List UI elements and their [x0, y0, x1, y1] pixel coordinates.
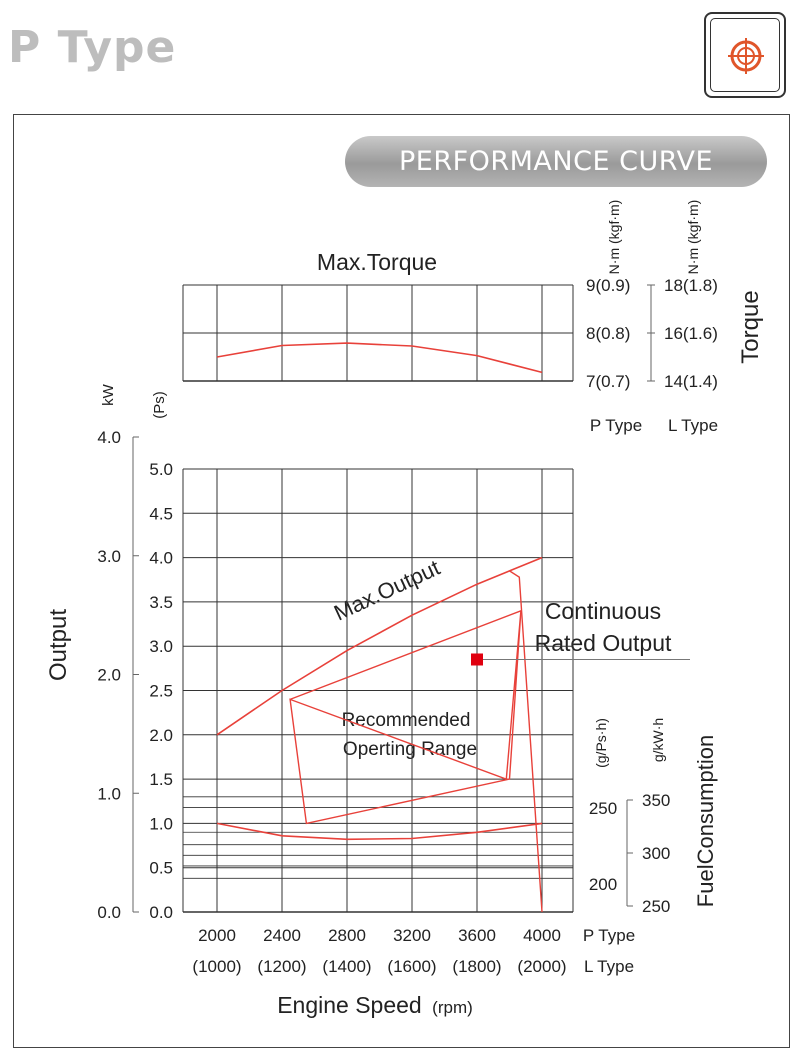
kw-tick-label: 0.0 — [97, 903, 121, 922]
recommended-label-line2: Operting Range — [343, 739, 477, 760]
torque-unit-p-text: N·m (kgf·m) — [606, 200, 622, 275]
chart-frame — [13, 114, 790, 1048]
fuel-tick-label-kw: 350 — [642, 791, 670, 810]
torque-unit-p: N·m (kgf·m) — [606, 200, 622, 275]
ps-tick-label: 2.5 — [149, 682, 173, 701]
ps-tick-label: 1.0 — [149, 814, 173, 833]
output-axis-label: Output — [45, 609, 72, 681]
x-tick-label-l: (2000) — [517, 957, 566, 976]
ps-tick-label: 3.0 — [149, 637, 173, 656]
continuous-label-line2: Rated Output — [535, 630, 672, 656]
x-tick-label-p: 2400 — [263, 926, 301, 945]
torque-unit-l: N·m (kgf·m) — [685, 200, 701, 275]
torque-axis-label: Torque — [737, 290, 764, 363]
chart-title: Max.Torque — [317, 249, 437, 275]
kw-tick-label: 3.0 — [97, 547, 121, 566]
ps-unit-label: (Ps) — [151, 391, 168, 419]
x-tick-label-l: (1400) — [322, 957, 371, 976]
chart-marks: 5.0 4.5 4.0 3.5 3.0 2.5 2.0 1.5 1.0 0.5 0.0 4.0 3.0 2… — [97, 276, 718, 976]
x-series-l-label: L Type — [584, 957, 634, 976]
x-tick-label-l: (1600) — [387, 957, 436, 976]
torque-tick-label-p: 8(0.8) — [586, 324, 630, 343]
fuel-unit-kw: g/kW·h — [650, 718, 666, 762]
fuel-tick-label-ps: 250 — [589, 799, 617, 818]
x-tick-label-p: 4000 — [523, 926, 561, 945]
kw-tick-label: 2.0 — [97, 666, 121, 685]
torque-tick-label-l: 18(1.8) — [664, 276, 718, 295]
torque-series-p: P Type — [590, 416, 642, 435]
x-tick-label-p: 2000 — [198, 926, 236, 945]
ps-tick-label: 1.5 — [149, 770, 173, 789]
x-series-p-label: P Type — [583, 926, 635, 945]
rated-limit-line — [509, 570, 543, 913]
ps-tick-label: 2.0 — [149, 726, 173, 745]
x-axis-label: Engine Speed — [277, 992, 422, 1018]
performance-curve-banner: PERFORMANCE CURVE — [345, 136, 767, 187]
torque-tick-label-l: 14(1.4) — [664, 372, 718, 391]
max-torque-curve — [216, 342, 543, 374]
max-output-curve — [216, 556, 543, 736]
kw-tick-label: 4.0 — [97, 428, 121, 447]
fuel-unit-ps: (g/Ps·h) — [593, 718, 609, 768]
torque-tick-label-l: 16(1.6) — [664, 324, 718, 343]
fuel-tick-label-ps: 200 — [589, 875, 617, 894]
torque-tick-label-p: 9(0.9) — [586, 276, 630, 295]
x-tick-label-p: 3600 — [458, 926, 496, 945]
fuel-axis-label: FuelConsumption — [693, 735, 718, 907]
crosshair-target-icon — [728, 38, 764, 74]
ps-tick-label: 4.5 — [149, 504, 173, 523]
fuel-tick-label-kw: 250 — [642, 897, 670, 916]
ps-tick-label: 5.0 — [149, 460, 173, 479]
torque-unit-l-text: N·m (kgf·m) — [685, 200, 701, 275]
x-tick-label-l: (1200) — [257, 957, 306, 976]
x-tick-label-l: (1800) — [452, 957, 501, 976]
page-title: P Type — [8, 22, 177, 73]
x-tick-label-l: (1000) — [192, 957, 241, 976]
ps-tick-label: 3.5 — [149, 593, 173, 612]
x-axis-unit: (rpm) — [432, 998, 473, 1017]
x-axis-title: Engine Speed (rpm) — [277, 992, 473, 1018]
fuel-consumption-curve — [216, 822, 543, 841]
x-tick-label-p: 3200 — [393, 926, 431, 945]
kw-tick-label: 1.0 — [97, 784, 121, 803]
fuel-tick-label-kw: 300 — [642, 844, 670, 863]
ps-tick-label: 4.0 — [149, 549, 173, 568]
target-button-frame — [710, 18, 780, 92]
torque-series-l: L Type — [668, 416, 718, 435]
ps-tick-label: 0.5 — [149, 859, 173, 878]
torque-tick-label-p: 7(0.7) — [586, 372, 630, 391]
ps-tick-label: 0.0 — [149, 903, 173, 922]
kw-unit-label: kW — [100, 383, 117, 406]
continuous-output-marker — [471, 653, 483, 666]
x-tick-label-p: 2800 — [328, 926, 366, 945]
recommended-label-line1: Recommended — [342, 710, 471, 731]
target-button[interactable] — [704, 12, 786, 98]
